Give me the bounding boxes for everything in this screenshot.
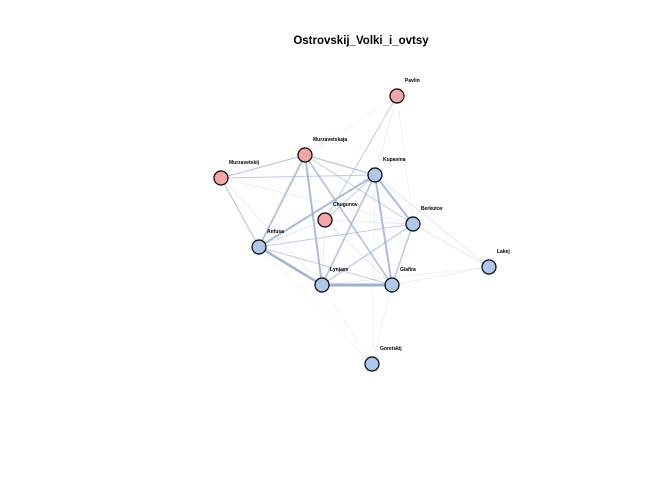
edge-glafira-lakej — [391, 266, 490, 286]
node-layer: Pavlin Murzavetskaja Murzavetskij Kupavina C… — [213, 78, 510, 372]
node-circle — [251, 239, 267, 255]
node-circle — [297, 147, 313, 163]
edge-chugunov-pavlin — [324, 95, 398, 221]
edge-berkutov-lakej — [412, 223, 490, 268]
node-chugunov: Chugunov — [317, 202, 358, 228]
node-anfusa: Anfusa — [251, 229, 284, 255]
edge-goretskij-anfusa — [258, 246, 373, 365]
node-label: Berkutov — [421, 206, 443, 212]
edge-murzavetskij-lynjaev — [220, 177, 323, 286]
node-label: Chugunov — [333, 202, 358, 208]
edge-goretskij-kupavina — [371, 174, 376, 365]
edge-murzavetskaja-kupavina — [304, 154, 376, 176]
edge-murzavetskij-murzavetskaja — [220, 154, 306, 179]
edge-chugunov-lynjaev — [321, 219, 326, 286]
edge-anfusa-lynjaev — [257, 245, 324, 287]
node-lynjaev: Lynjaev — [314, 267, 349, 293]
edge-kupavina-berkutov — [374, 174, 414, 225]
edge-chugunov-glafira — [324, 219, 393, 286]
node-label: Lynjaev — [330, 267, 349, 273]
edge-berkutov-anfusa — [258, 223, 414, 248]
edge-goretskij-lynjaev — [321, 284, 373, 365]
edge-goretskij-glafira — [371, 284, 393, 365]
edge-murzavetskaja-berkutov — [304, 154, 414, 225]
node-kupavina: Kupavina — [367, 157, 406, 183]
node-berkutov: Berkutov — [405, 206, 443, 232]
edge-chugunov-kupavina — [324, 174, 376, 221]
node-label: Lakej — [497, 249, 510, 255]
node-label: Murzavetskaja — [313, 137, 347, 143]
node-circle — [317, 212, 333, 228]
edge-chugunov-berkutov — [324, 219, 414, 225]
node-label: Anfusa — [267, 229, 284, 235]
node-circle — [481, 259, 497, 275]
edge-chugunov-anfusa — [258, 219, 326, 248]
node-circle — [367, 167, 383, 183]
edge-lynjaev-lakej — [321, 266, 490, 286]
node-murzavetskaja: Murzavetskaja — [297, 137, 347, 163]
node-circle — [364, 356, 380, 372]
node-label: Goretskij — [380, 346, 402, 352]
edge-berkutov-lynjaev — [321, 223, 414, 286]
node-lakej: Lakej — [481, 249, 510, 275]
node-circle — [314, 277, 330, 293]
edge-murzavetskaja-anfusa — [258, 154, 306, 248]
node-label: Kupavina — [383, 157, 406, 163]
node-glafira: Glafira — [384, 267, 416, 293]
graph-title: Ostrovskij_Volki_i_ovtsy — [293, 35, 429, 47]
node-label: Glafira — [400, 267, 416, 273]
edge-pavlin-berkutov — [396, 95, 414, 225]
node-circle — [389, 88, 405, 104]
edge-pavlin-murzavetskaja — [304, 95, 398, 156]
node-circle — [213, 170, 229, 186]
edge-pavlin-kupavina — [374, 95, 398, 176]
edge-murzavetskaja-glafira — [304, 154, 393, 286]
edge-murzavetskij-kupavina — [220, 174, 376, 179]
node-label: Pavlin — [405, 78, 420, 84]
edge-kupavina-lakej — [374, 174, 490, 268]
node-murzavetskij: Murzavetskij — [213, 160, 260, 186]
edge-layer — [220, 95, 490, 365]
edge-murzavetskij-anfusa — [220, 177, 260, 248]
node-pavlin: Pavlin — [389, 78, 420, 104]
edge-murzavetskij-berkutov — [220, 177, 414, 225]
node-circle — [384, 277, 400, 293]
edge-kupavina-lynjaev — [321, 174, 376, 286]
node-circle — [405, 216, 421, 232]
edge-anfusa-glafira — [258, 246, 393, 286]
node-goretskij: Goretskij — [364, 346, 402, 372]
edge-berkutov-glafira — [391, 223, 414, 286]
node-label: Murzavetskij — [229, 160, 260, 166]
edge-kupavina-glafira — [374, 174, 393, 286]
